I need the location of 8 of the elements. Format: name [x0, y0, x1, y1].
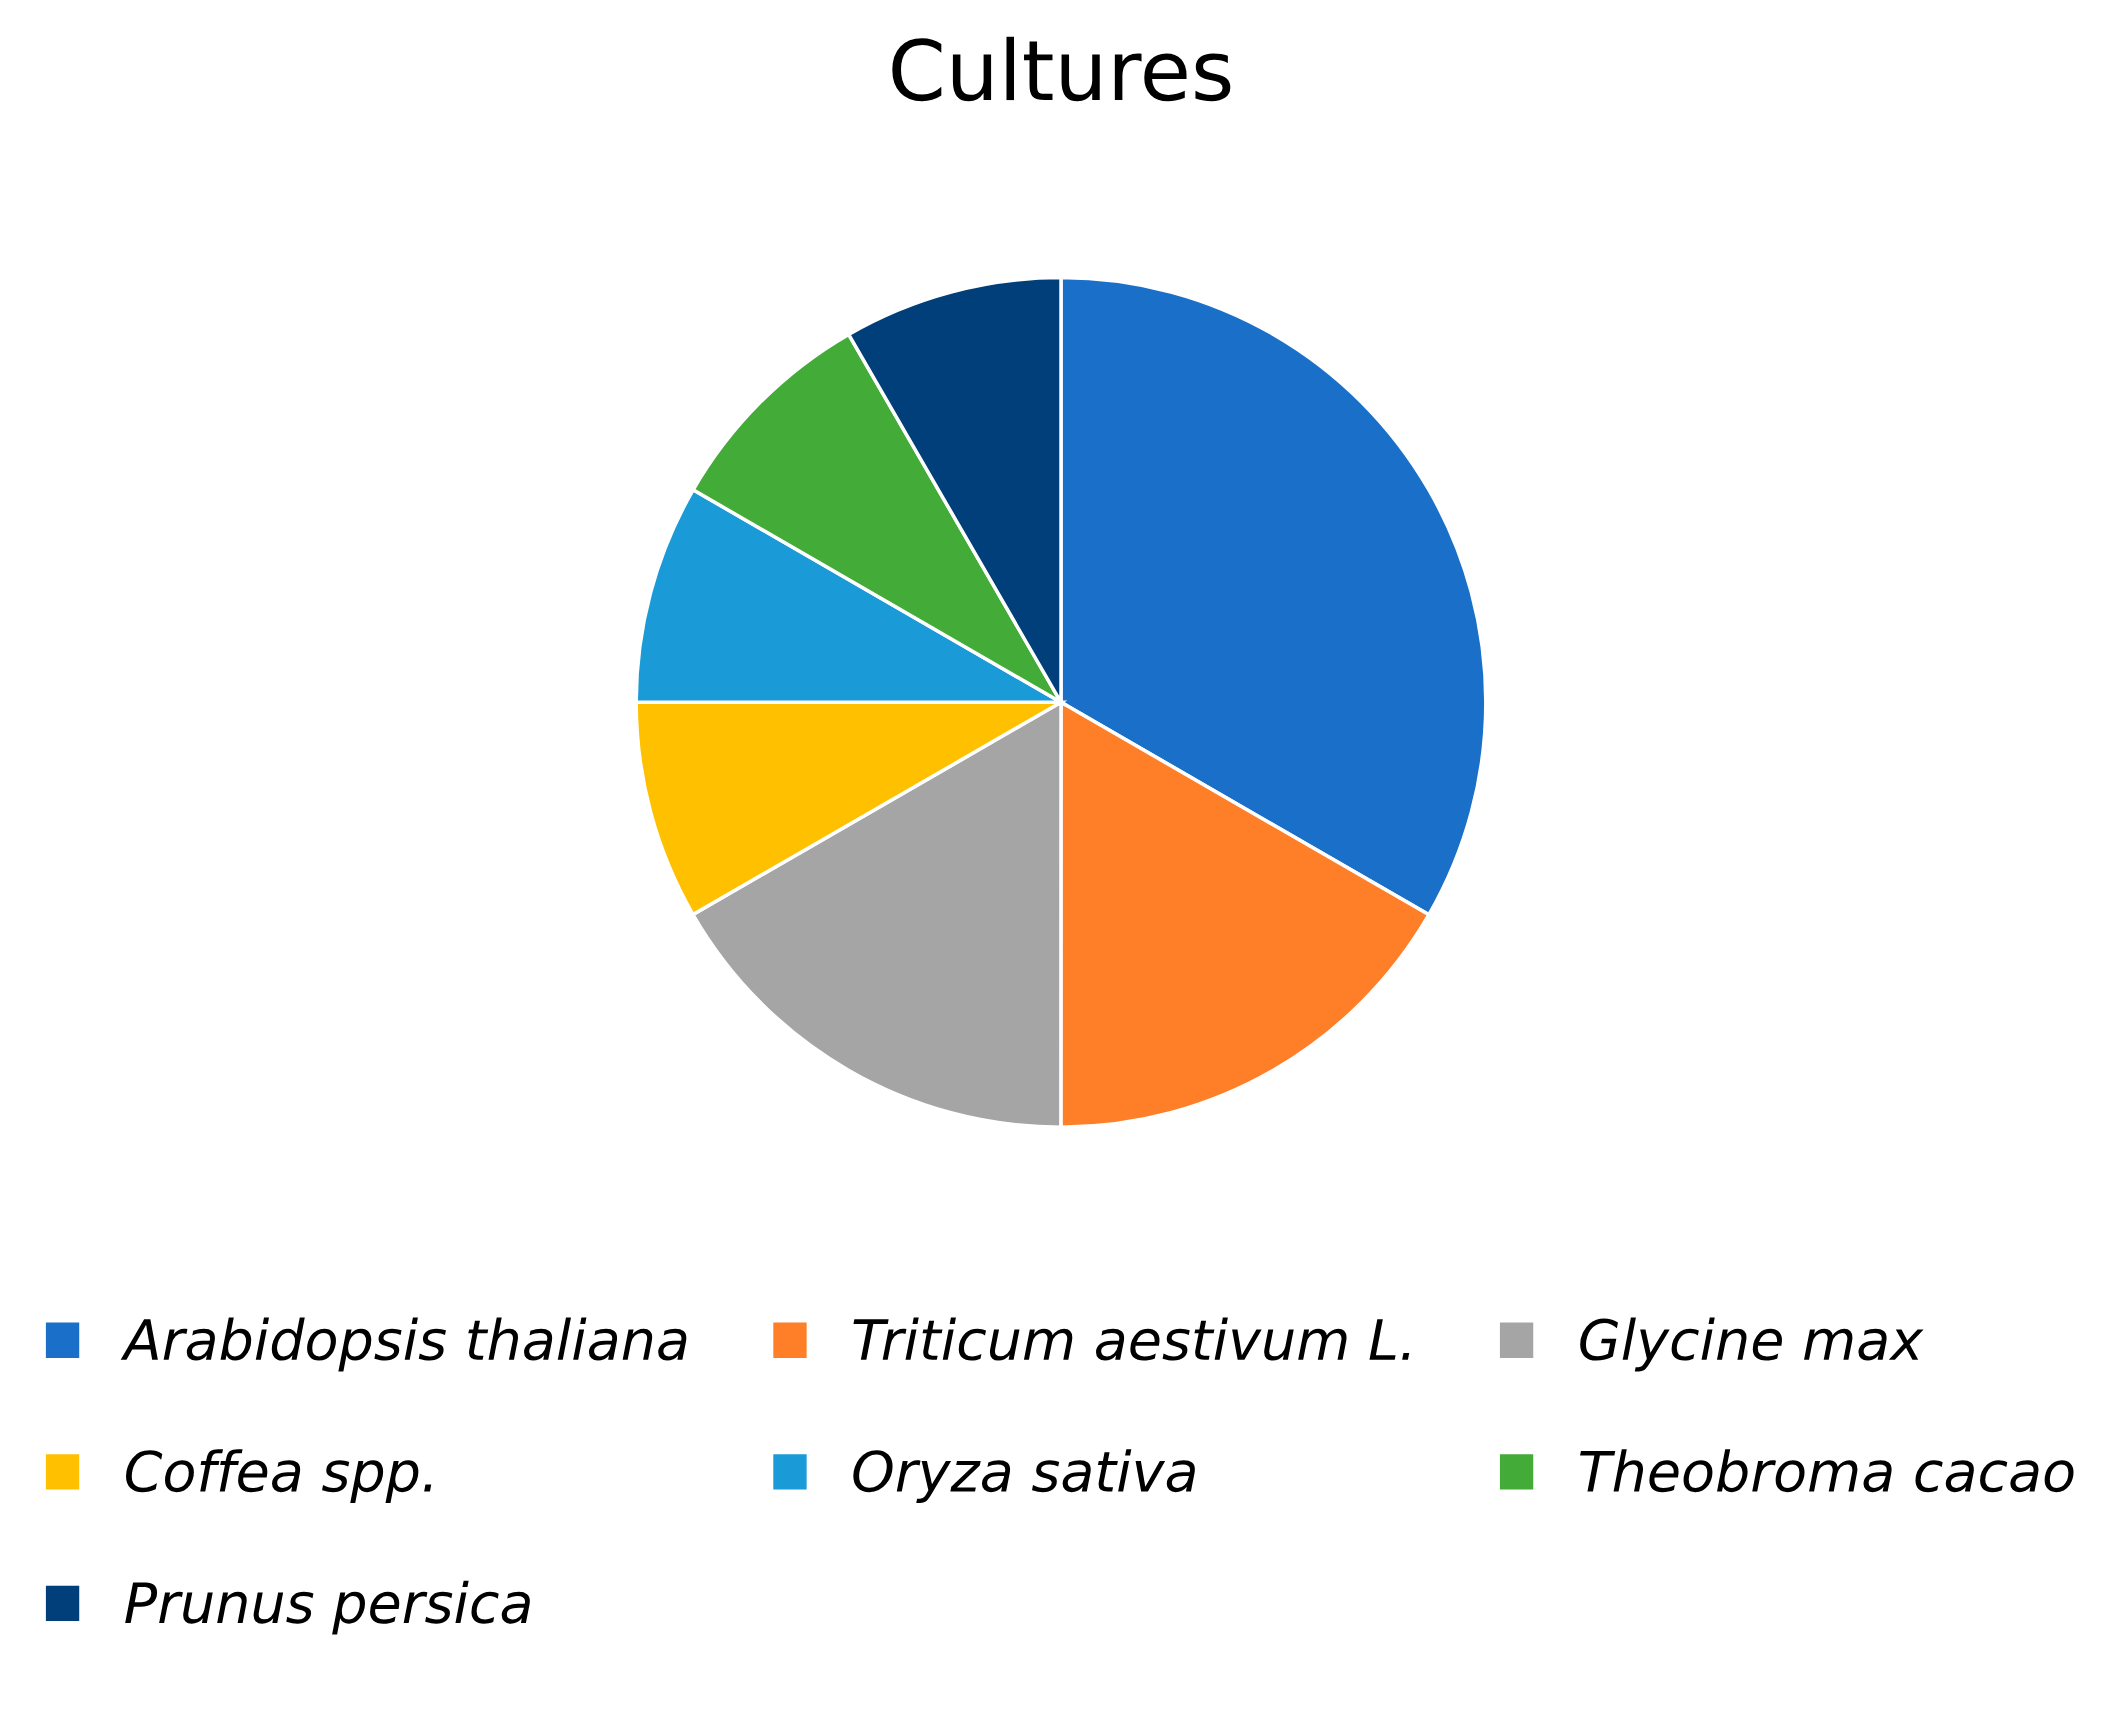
legend-label: Oryza sativa [853, 1449, 1195, 1503]
chart-title: Cultures [892, 36, 1231, 102]
legend-label: Prunus persica [125, 1580, 530, 1635]
legend-label: Arabidopsis thaliana [120, 1317, 687, 1372]
legend-label: Triticum aestivum L. [853, 1317, 1410, 1361]
legend-label: Glycine max [1580, 1317, 1924, 1372]
legend-label: Theobroma cacao [1580, 1449, 2074, 1493]
legend-label: Coffea spp. [126, 1449, 432, 1503]
